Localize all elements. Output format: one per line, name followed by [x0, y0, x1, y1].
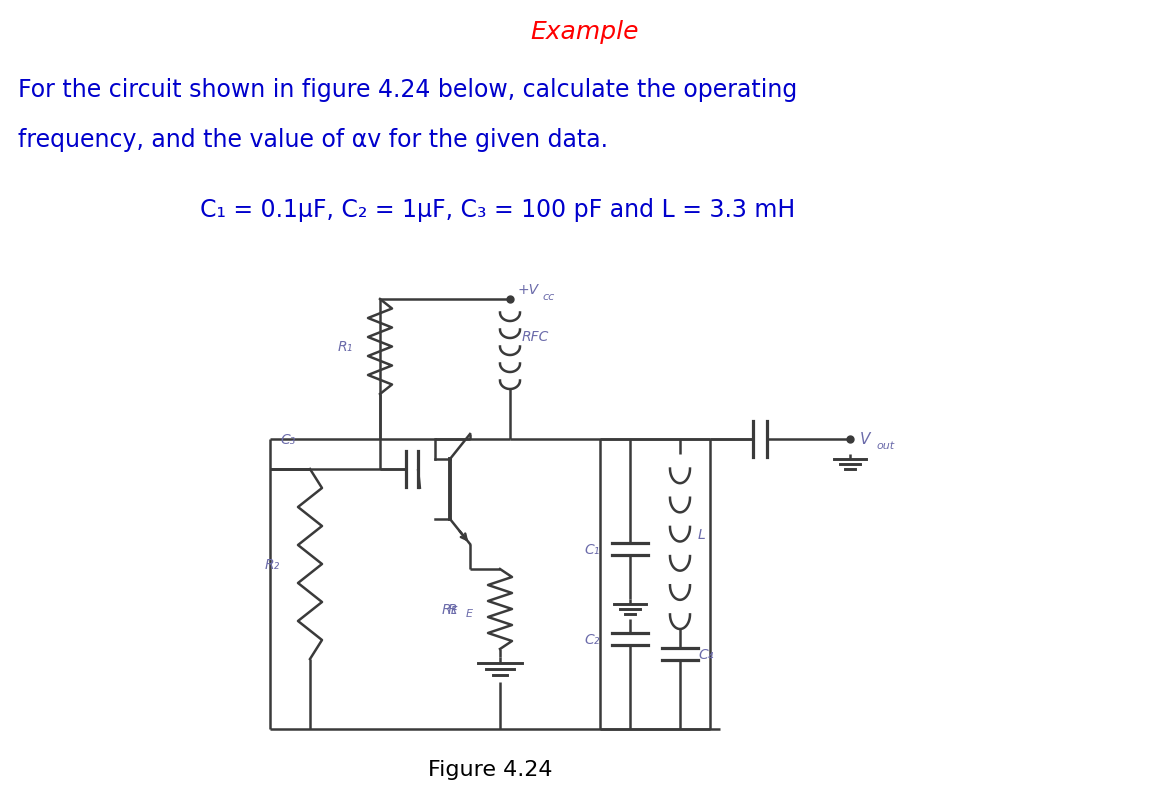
Text: R₁: R₁	[337, 340, 352, 354]
Text: C₃: C₃	[280, 433, 295, 446]
Text: For the circuit shown in figure 4.24 below, calculate the operating: For the circuit shown in figure 4.24 bel…	[18, 78, 797, 102]
Text: cc: cc	[542, 291, 555, 302]
Text: C₁: C₁	[584, 542, 600, 556]
Text: R: R	[448, 602, 457, 616]
Text: +V: +V	[518, 283, 539, 296]
Text: E: E	[466, 608, 473, 618]
Text: Figure 4.24: Figure 4.24	[428, 759, 552, 779]
Text: C₁ = 0.1μF, C₂ = 1μF, C₃ = 100 pF and L = 3.3 mH: C₁ = 0.1μF, C₂ = 1μF, C₃ = 100 pF and L …	[200, 198, 796, 222]
Text: frequency, and the value of αv for the given data.: frequency, and the value of αv for the g…	[18, 128, 608, 152]
Text: V: V	[860, 432, 870, 447]
Text: Example: Example	[531, 20, 639, 44]
Text: out: out	[876, 441, 894, 450]
Text: C₄: C₄	[698, 647, 714, 661]
Text: C₂: C₂	[584, 632, 600, 646]
Text: L: L	[698, 528, 706, 541]
Text: Rᴇ: Rᴇ	[442, 602, 459, 616]
Text: R₂: R₂	[264, 557, 280, 571]
Text: RFC: RFC	[522, 330, 550, 344]
